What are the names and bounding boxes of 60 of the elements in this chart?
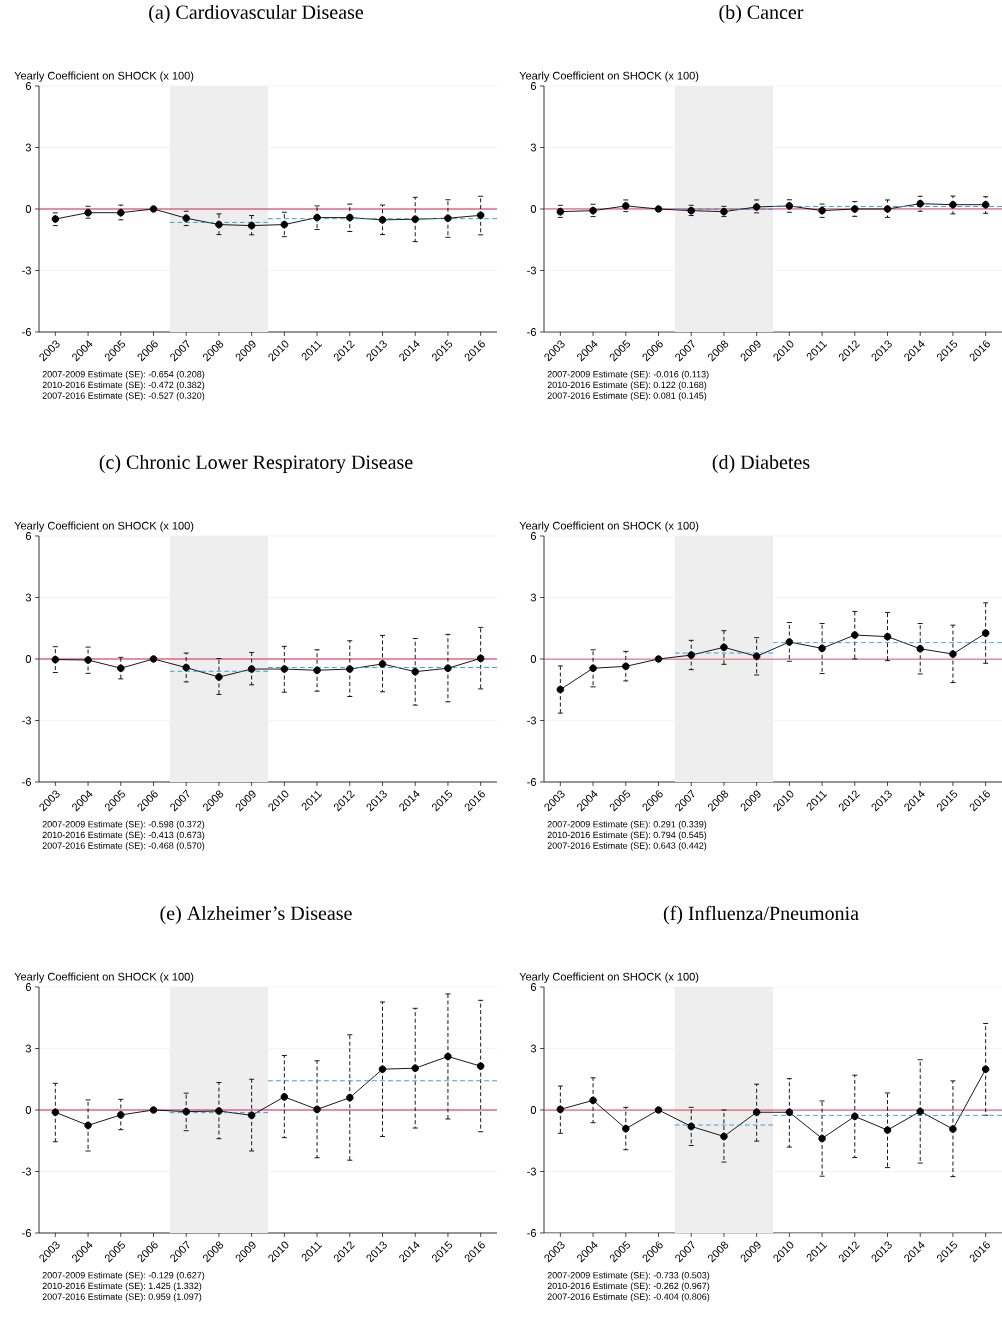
text: 2007-2016 Estimate (SE): 0.959 (1.097) (42, 1293, 202, 1302)
y-tick-label: 0 (25, 205, 32, 213)
chart-title: (f) Influenza/Pneumonia (663, 905, 859, 925)
y-tick-label: 6 (25, 532, 31, 540)
text: 2007-2009 Estimate (SE): 0.291 (0.339) (547, 820, 707, 830)
y-tick-label: 3 (25, 1044, 31, 1053)
y-tick-label: -6 (22, 1229, 31, 1237)
y-tick-label: 6 (530, 82, 536, 90)
text: 2010-2016 Estimate (SE): -0.262 (0.967) (547, 1282, 710, 1291)
y-tick-label: -6 (527, 1229, 536, 1237)
text: 2010-2016 Estimate (SE): 0.794 (0.545) (547, 831, 707, 840)
text: 2010-2016 Estimate (SE): 0.122 (0.168) (547, 381, 707, 390)
text: 2010-2016 Estimate (SE): -0.413 (0.673) (42, 831, 205, 840)
chart-title: (c) Chronic Lower Respiratory Disease (99, 454, 413, 474)
text: 2007-2016 Estimate (SE): -0.404 (0.806) (547, 1293, 710, 1302)
y-tick-label: 3 (530, 1044, 536, 1053)
y-tick-label: 0 (25, 1106, 32, 1114)
y-tick-label: 6 (25, 983, 31, 991)
y-tick-label: -6 (22, 778, 31, 786)
text: 2010-2016 Estimate (SE): 1.425 (1.332) (42, 1282, 202, 1291)
y-tick-label: 0 (530, 205, 537, 213)
chart-title: (b) Cancer (719, 4, 804, 24)
y-tick-label: -3 (22, 716, 31, 725)
y-tick-label: 3 (530, 593, 536, 602)
y-tick-label: -6 (527, 778, 536, 786)
y-tick-label: -6 (527, 328, 536, 336)
chart-title: (a) Cardiovascular Disease (149, 4, 364, 24)
text: 2007-2016 Estimate (SE): 0.081 (0.145) (547, 392, 707, 401)
y-tick-label: 3 (530, 143, 536, 152)
y-tick-label: 6 (530, 532, 536, 540)
y-tick-label: 0 (530, 1106, 537, 1114)
text: 2007-2009 Estimate (SE): -0.598 (0.372) (42, 820, 205, 830)
y-tick-label: -3 (22, 1167, 31, 1176)
text: 2007-2009 Estimate (SE): -0.654 (0.208) (42, 370, 205, 380)
y-axis-title: Yearly Coefficient on SHOCK (x 100) (14, 521, 194, 532)
y-axis-title: Yearly Coefficient on SHOCK (x 100) (14, 972, 194, 983)
y-tick-label: -3 (527, 266, 536, 275)
text: 2007-2009 Estimate (SE): -0.733 (0.503) (547, 1271, 710, 1281)
text: 2007-2016 Estimate (SE): 0.643 (0.442) (547, 842, 707, 851)
y-axis-title: Yearly Coefficient on SHOCK (x 100) (519, 71, 699, 82)
text: 2007-2009 Estimate (SE): -0.129 (0.627) (42, 1271, 205, 1281)
text: 2007-2009 Estimate (SE): -0.016 (0.113) (547, 370, 709, 380)
y-tick-label: -3 (22, 266, 31, 275)
y-axis-title: Yearly Coefficient on SHOCK (x 100) (519, 972, 699, 983)
y-tick-label: 0 (530, 655, 537, 663)
y-tick-label: 3 (25, 593, 31, 602)
y-tick-label: 0 (25, 655, 32, 663)
text: 2007-2016 Estimate (SE): -0.527 (0.320) (42, 392, 205, 401)
text: 2007-2016 Estimate (SE): -0.468 (0.570) (42, 842, 205, 851)
y-tick-label: -3 (527, 716, 536, 725)
y-tick-label: 6 (25, 82, 31, 90)
chart-title: (d) Diabetes (712, 454, 810, 474)
y-tick-label: -3 (527, 1167, 536, 1176)
y-axis-title: Yearly Coefficient on SHOCK (x 100) (519, 521, 699, 532)
text: 2010-2016 Estimate (SE): -0.472 (0.382) (42, 381, 205, 390)
y-tick-label: 3 (25, 143, 31, 152)
y-axis-title: Yearly Coefficient on SHOCK (x 100) (14, 71, 194, 82)
chart-title: (e) Alzheimer’s Disease (160, 905, 352, 925)
y-tick-label: 6 (530, 983, 536, 991)
y-tick-label: -6 (22, 328, 31, 336)
